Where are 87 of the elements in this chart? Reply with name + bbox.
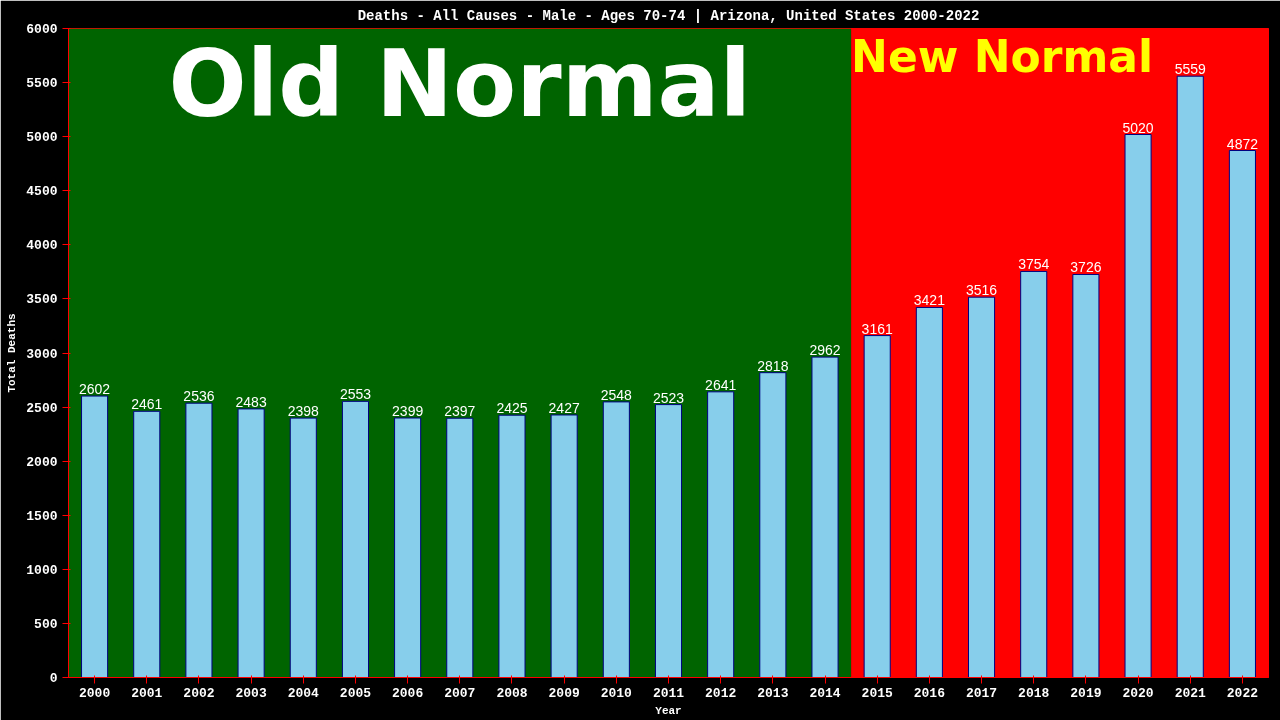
y-tick-label: 4500 — [26, 184, 58, 200]
bar — [811, 356, 839, 678]
y-tick-label: 4000 — [26, 238, 58, 254]
data-label: 2553 — [339, 386, 372, 403]
bar — [1020, 270, 1048, 678]
bar — [1124, 134, 1152, 678]
bar — [654, 404, 683, 678]
x-tick-label: 2003 — [235, 685, 267, 701]
bar — [237, 408, 265, 678]
chart-title: Deaths - All Causes - Male - Ages 70-74 | Arizona, United States 2000-2022 — [357, 7, 980, 24]
bar — [394, 417, 422, 678]
bar — [341, 400, 369, 678]
x-tick-label: 2004 — [287, 685, 320, 701]
data-label: 5020 — [1122, 119, 1154, 136]
y-tick-label: 500 — [34, 616, 58, 632]
bar — [550, 414, 578, 678]
data-label: 2548 — [600, 386, 633, 403]
x-tick-label: 2005 — [339, 685, 372, 701]
bar — [289, 417, 317, 678]
x-tick-label: 2008 — [496, 685, 528, 701]
bar — [759, 372, 787, 678]
y-axis-title: Total Deaths — [6, 313, 19, 393]
bar — [1228, 150, 1256, 678]
bar — [1176, 75, 1204, 678]
x-tick-label: 2006 — [392, 685, 424, 701]
data-label: 2398 — [287, 403, 320, 420]
y-tick-label: 5500 — [26, 76, 58, 92]
data-label: 2399 — [392, 403, 424, 420]
bar — [1072, 273, 1100, 678]
x-tick-label: 2000 — [78, 685, 111, 701]
data-label: 2818 — [757, 357, 789, 374]
bar — [863, 335, 891, 678]
x-axis-title: Year — [655, 704, 682, 717]
data-label: 2425 — [496, 400, 528, 417]
data-label: 4872 — [1226, 135, 1259, 152]
x-tick-label: 2009 — [548, 685, 580, 701]
x-tick-label: 2018 — [1018, 685, 1050, 701]
x-tick-label: 2021 — [1174, 685, 1207, 701]
data-label: 2641 — [705, 376, 737, 393]
bar — [446, 417, 474, 678]
y-tick-label: 3500 — [26, 292, 58, 308]
bar — [602, 401, 630, 678]
x-tick-label: 2015 — [861, 685, 893, 701]
x-tick-label: 2017 — [965, 685, 998, 701]
data-label: 2461 — [131, 396, 163, 413]
x-tick-label: 2012 — [705, 685, 737, 701]
x-tick-label: 2007 — [444, 685, 476, 701]
y-tick-label: 1500 — [26, 508, 58, 524]
bar — [133, 410, 161, 678]
data-label: 2536 — [183, 388, 215, 405]
x-tick-label: 2020 — [1122, 685, 1154, 701]
y-tick-label: 1000 — [26, 562, 58, 578]
data-label: 2523 — [652, 389, 685, 406]
bar — [707, 391, 735, 678]
x-tick-label: 2002 — [183, 685, 215, 701]
data-label: 5559 — [1174, 61, 1207, 78]
data-label: 3421 — [913, 292, 946, 309]
y-tick-label: 0 — [49, 671, 58, 686]
bar — [968, 296, 996, 678]
x-tick-label: 2011 — [652, 685, 685, 701]
data-label: 3516 — [965, 282, 998, 299]
y-tick-label: 2500 — [26, 400, 58, 416]
x-tick-label: 2010 — [600, 685, 633, 701]
x-tick-label: 2022 — [1226, 685, 1259, 701]
x-tick-label: 2019 — [1070, 685, 1102, 701]
data-label: 3726 — [1070, 259, 1102, 276]
bar — [915, 306, 943, 678]
data-label: 2602 — [79, 381, 111, 398]
data-label: 3754 — [1018, 256, 1050, 273]
y-tick-label: 3000 — [26, 346, 58, 362]
data-label: 2962 — [809, 342, 841, 359]
bar — [498, 414, 526, 678]
x-tick-label: 2013 — [757, 685, 789, 701]
x-tick-label: 2016 — [913, 685, 946, 701]
x-tick-label: 2001 — [131, 685, 163, 701]
data-label: 2397 — [444, 403, 476, 420]
bar — [185, 402, 213, 678]
y-tick-label: 6000 — [26, 22, 58, 37]
data-label: 3161 — [861, 320, 893, 337]
data-label: 2427 — [548, 399, 580, 416]
bar — [81, 395, 109, 678]
y-tick-label: 2000 — [26, 454, 58, 470]
band-label: New Normal — [851, 30, 1154, 82]
y-tick-label: 5000 — [26, 130, 58, 146]
band-label: Old Normal — [168, 30, 752, 138]
x-tick-label: 2014 — [809, 685, 841, 701]
data-label: 2483 — [235, 393, 267, 410]
